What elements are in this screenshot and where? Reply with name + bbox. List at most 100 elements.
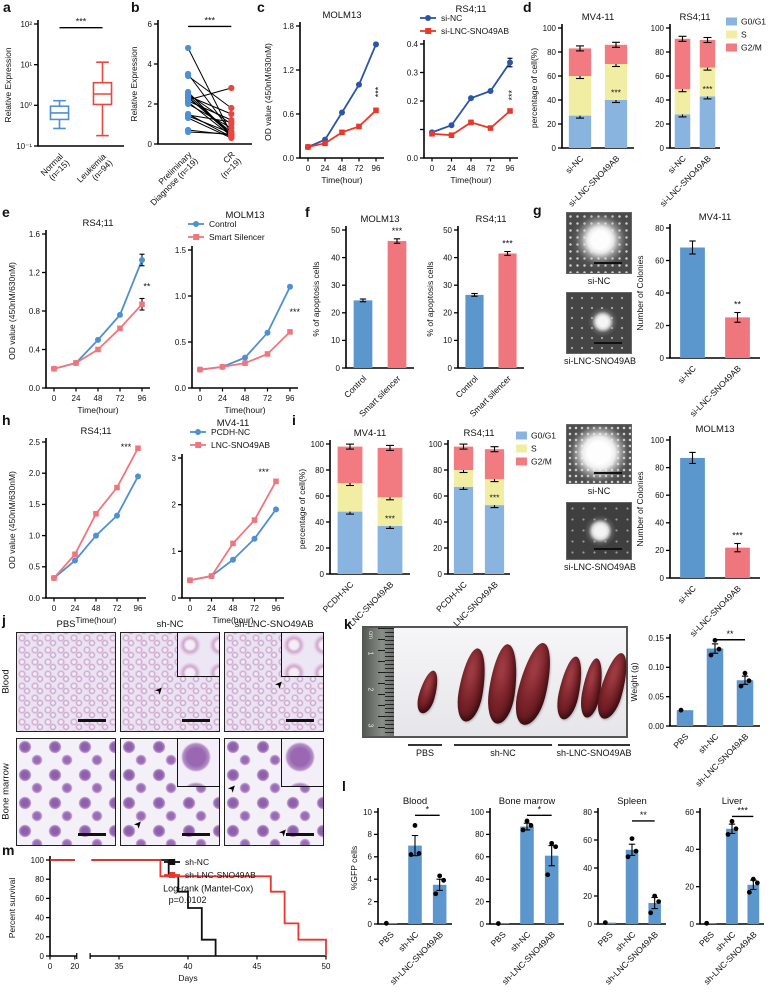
svg-text:PCDH-NC: PCDH-NC [211, 427, 250, 437]
svg-text:***: *** [258, 467, 269, 477]
svg-text:100: 100 [311, 440, 325, 449]
colony-bar-molm13: 0 20 40 60 80 100 MOLM13 Number of Colonies si-N… [635, 424, 760, 639]
panel-label-d: d [523, 0, 532, 15]
arrow-icon: ➤ [272, 677, 287, 692]
svg-text:60: 60 [655, 256, 664, 265]
svg-text:0: 0 [188, 604, 193, 613]
svg-text:***: *** [204, 15, 215, 25]
svg-text:100: 100 [429, 440, 443, 449]
svg-text:60: 60 [433, 492, 442, 501]
svg-text:Time(hour): Time(hour) [450, 175, 491, 185]
svg-text:20: 20 [70, 962, 79, 971]
scale-bar [594, 547, 622, 550]
svg-text:20: 20 [685, 882, 694, 891]
panel-label-c: c [257, 0, 265, 15]
svg-text:Time(hour): Time(hour) [224, 405, 265, 415]
svg-text:40: 40 [35, 913, 44, 922]
svg-text:Blood: Blood [403, 796, 427, 807]
panel-label-k: k [344, 616, 352, 632]
micrograph-inset [280, 738, 324, 787]
micrograph-column-header: PBS [56, 619, 76, 630]
svg-text:MOLM13: MOLM13 [695, 424, 734, 435]
scale-bar [78, 833, 106, 836]
svg-text:96: 96 [138, 394, 147, 403]
svg-text:***: *** [611, 88, 622, 98]
svg-text:PBS: PBS [377, 929, 396, 948]
svg-text:0: 0 [52, 604, 57, 613]
scale-bar [286, 833, 314, 836]
growth-curve-mv411-overexpression: 0 1 2 3 MV4-11 Time(hour) 0 24 48 72 96 PCDH-NC LNC-… [172, 418, 284, 625]
colony-image-molm13-sinc [566, 424, 632, 484]
svg-text:0: 0 [336, 364, 341, 373]
group-label: sh-NC [490, 748, 516, 758]
spleen-photo: cm 1 2 3 [362, 626, 633, 738]
svg-text:RS4;11: RS4;11 [456, 4, 487, 15]
svg-text:PBS: PBS [671, 731, 690, 750]
colony-image-molm13-silnc [566, 502, 632, 560]
svg-text:0: 0 [198, 394, 203, 403]
svg-text:Normal(n=15): Normal(n=15) [38, 151, 71, 184]
svg-text:50: 50 [443, 226, 452, 235]
svg-text:40: 40 [655, 96, 664, 105]
svg-text:0: 0 [480, 920, 485, 929]
svg-text:6: 6 [368, 853, 373, 862]
panel-label-b: b [131, 0, 140, 15]
svg-text:96: 96 [286, 394, 295, 403]
svg-text:**: ** [143, 281, 151, 291]
svg-text:MV4-11: MV4-11 [699, 212, 732, 223]
svg-text:%GFP cells: %GFP cells [349, 846, 359, 890]
svg-text:RS4;11: RS4;11 [83, 218, 114, 229]
svg-text:10⁰: 10⁰ [20, 101, 32, 110]
scale-bar [78, 719, 106, 722]
svg-text:Relative Expression: Relative Expression [3, 47, 13, 122]
svg-text:1.0: 1.0 [29, 531, 41, 540]
svg-text:Control: Control [209, 219, 237, 229]
svg-text:20: 20 [547, 120, 556, 129]
colony-image-label: si-LNC-SNO49AB [563, 562, 637, 572]
svg-text:Time(hour): Time(hour) [212, 615, 253, 625]
svg-text:0: 0 [52, 394, 57, 403]
svg-text:% of apoptosis cells: % of apoptosis cells [425, 261, 435, 336]
scale-bar [286, 719, 314, 722]
svg-text:40: 40 [433, 518, 442, 527]
svg-text:4: 4 [368, 875, 373, 884]
svg-text:60: 60 [655, 491, 664, 500]
panel-label-h: h [2, 412, 11, 428]
svg-text:20: 20 [35, 933, 44, 942]
svg-text:Smart Silencer: Smart Silencer [209, 232, 265, 242]
svg-text:96: 96 [134, 604, 143, 613]
svg-text:1: 1 [172, 547, 177, 556]
ruler-mark: 1 [366, 651, 374, 656]
svg-text:24: 24 [218, 394, 227, 403]
svg-text:80: 80 [655, 48, 664, 57]
panel-label-f: f [305, 204, 310, 220]
svg-text:1.6: 1.6 [29, 230, 41, 239]
scale-bar [182, 719, 210, 722]
svg-text:0: 0 [448, 364, 453, 373]
svg-text:80: 80 [547, 48, 556, 57]
svg-text:20: 20 [443, 309, 452, 318]
svg-text:*: * [426, 804, 430, 814]
svg-text:sh-LNC-SNO49AB: sh-LNC-SNO49AB [185, 870, 256, 880]
svg-text:1.5: 1.5 [29, 500, 41, 509]
colony-bar-mv411: 0 20 40 60 80 MV4-11 Number of Colonies si-NC **… [635, 212, 760, 419]
svg-text:RS4;11: RS4;11 [680, 12, 711, 23]
svg-text:**: ** [734, 300, 742, 310]
svg-text:G2/M: G2/M [741, 43, 762, 53]
panel-label-m: m [2, 842, 15, 858]
svg-text:80: 80 [315, 466, 324, 475]
svg-text:24: 24 [207, 604, 216, 613]
growth-curve-rs411-smart-silencer: 0.0 0.4 0.8 1.2 1.6 RS4;11 OD value (450nM/630… [7, 218, 151, 415]
svg-text:Bone marrow: Bone marrow [499, 796, 556, 807]
svg-text:30: 30 [443, 281, 452, 290]
svg-text:1.8: 1.8 [283, 22, 295, 31]
cell-cycle-stack-mv411-sirna: 0 20 40 60 80 100 MV4-11 percentage of cell(%) s… [529, 12, 634, 209]
svg-text:45: 45 [253, 962, 262, 971]
colony-image-mv411-sinc [566, 212, 632, 274]
svg-text:1.5: 1.5 [175, 246, 187, 255]
svg-text:0.0: 0.0 [283, 154, 295, 163]
svg-text:*: * [538, 804, 542, 814]
svg-text:24: 24 [321, 164, 330, 173]
svg-text:24: 24 [447, 164, 456, 173]
svg-text:35: 35 [115, 962, 124, 971]
